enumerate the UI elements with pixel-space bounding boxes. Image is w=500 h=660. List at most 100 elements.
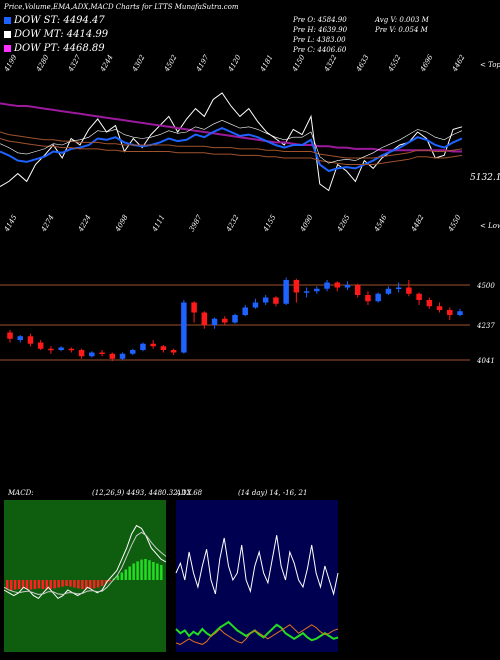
candle-body (365, 295, 371, 302)
macd-histogram-bar (148, 560, 151, 580)
macd-histogram-bar (136, 561, 139, 580)
legend-dow-mt: DOW MT: 4414.99 (4, 29, 108, 40)
macd-histogram-bar (152, 562, 155, 580)
macd-histogram-bar (65, 580, 68, 586)
top-tick-label: 4552 (386, 53, 403, 74)
level-label: 4237 (476, 322, 495, 330)
macd-histogram-bar (160, 565, 163, 580)
bottom-tick-label: 4550 (446, 213, 463, 234)
candle-body (334, 282, 341, 288)
candle-body (109, 353, 116, 359)
candle-body (99, 352, 105, 354)
macd-histogram-bar (73, 580, 76, 588)
legend-swatch-st (4, 17, 11, 24)
macd-line (3, 524, 167, 600)
macd-histogram-bar (156, 563, 159, 580)
lows-axis-caption: < Lows (480, 222, 500, 230)
price-label: 5132.10 (470, 173, 500, 183)
bottom-tick-label: 4224 (76, 214, 92, 234)
candle-body (58, 347, 64, 350)
stat-pre-volume: Pre V: 0.054 M (375, 26, 428, 34)
macd-background (4, 500, 166, 652)
macd-histogram-bar (29, 580, 33, 590)
macd-params: (12,26,9) 4493, 4480.32, 12.68 (92, 489, 203, 497)
candle-body (457, 311, 463, 315)
candle-body (354, 285, 361, 295)
macd-histogram-bar (108, 580, 112, 582)
candle-body (344, 285, 351, 288)
candle-body (181, 302, 187, 353)
level-label: 4500 (476, 282, 495, 290)
level-label: 4041 (476, 357, 495, 365)
macd-histogram-bar (6, 580, 9, 589)
bottom-tick-label: 4232 (224, 213, 241, 234)
macd-histogram-bar (81, 580, 84, 589)
candle-body (211, 318, 218, 325)
adx-params: (14 day) 14, -16, 21 (238, 489, 307, 497)
candle-body (395, 287, 402, 289)
top-tick-label: 4181 (258, 54, 274, 74)
macd-histogram-bar (116, 575, 120, 580)
ema-brown-line-2 (0, 138, 463, 165)
bottom-tick-label: 4111 (150, 214, 166, 234)
macd-histogram-bar (57, 580, 60, 588)
candle-body (283, 280, 289, 304)
macd-histogram-bar (33, 580, 37, 589)
candle-body (7, 332, 13, 339)
candle-body (385, 288, 392, 294)
candle-body (314, 288, 320, 292)
macd-title: MACD: (7, 489, 34, 497)
bottom-tick-label: 4482 (409, 213, 426, 234)
minus-di-line (175, 624, 339, 645)
macd-histogram-bar (49, 580, 52, 589)
stat-pre-close: Pre C: 4406.60 (293, 46, 347, 54)
stat-avg-volume: Avg V: 0.003 M (375, 16, 429, 24)
macd-signal-line (3, 531, 167, 596)
macd-histogram-bar (41, 580, 45, 589)
bottom-tick-label: 4546 (372, 213, 389, 234)
macd-histogram-bar (77, 580, 80, 589)
candle-body (68, 348, 75, 351)
adx-background (176, 500, 338, 652)
top-tick-label: 4150 (290, 53, 307, 74)
top-axis-caption: < Top (480, 61, 500, 69)
stat-pre-high: Pre H: 4639.90 (293, 26, 348, 34)
macd-histogram-bar (104, 580, 108, 584)
bottom-tick-label: 3987 (188, 213, 204, 233)
candle-body (447, 310, 453, 315)
macd-histogram-bar (144, 559, 147, 580)
stat-pre-low: Pre L: 4383.00 (293, 36, 346, 44)
candle-body (426, 300, 433, 307)
macd-histogram-bar (13, 580, 17, 590)
bottom-tick-label: 4274 (39, 214, 55, 234)
macd-histogram-bar (37, 580, 41, 589)
candle-body (252, 302, 259, 308)
macd-histogram-bar (21, 580, 25, 589)
legend-dow-pt: DOW PT: 4468.89 (4, 43, 105, 54)
ema-brown-line (0, 131, 463, 159)
top-tick-label: 4462 (450, 53, 467, 74)
adx-title: ADX (175, 489, 193, 497)
candle-body (201, 312, 208, 325)
plus-di-line (175, 620, 339, 642)
legend-swatch-pt (4, 45, 11, 52)
stat-pre-open: Pre O: 4584.90 (293, 16, 347, 24)
candle-body (150, 343, 156, 347)
candle-body (48, 348, 54, 351)
macd-histogram-bar (53, 580, 56, 589)
candle-body (324, 282, 330, 289)
macd-histogram-bar (45, 580, 48, 590)
top-tick-label: 4244 (98, 54, 114, 74)
candle-body (191, 302, 197, 313)
top-tick-label: 4302 (130, 53, 147, 74)
top-tick-label: 4327 (66, 53, 83, 74)
bottom-tick-label: 4265 (335, 213, 352, 234)
ema-white-dashed (0, 119, 463, 164)
macd-histogram-bar (124, 569, 127, 580)
top-tick-label: 4199 (2, 53, 19, 74)
top-tick-label: 4633 (354, 53, 371, 74)
candle-body (262, 297, 269, 303)
bottom-tick-label: 4145 (2, 213, 19, 234)
